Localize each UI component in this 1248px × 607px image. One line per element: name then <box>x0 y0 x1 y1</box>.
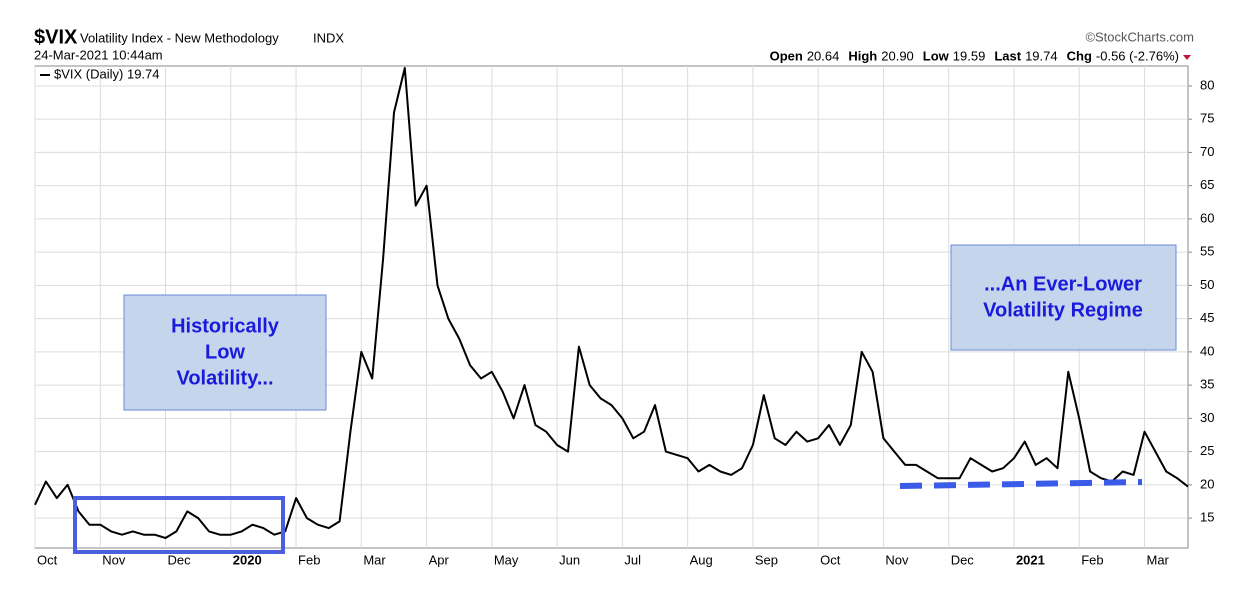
x-tick-label: Dec <box>168 552 192 567</box>
annotation-box <box>123 294 327 411</box>
x-tick-label: Jun <box>559 552 580 567</box>
x-tick-label: 2021 <box>1016 552 1045 567</box>
quote-value: 20.90 <box>881 48 914 63</box>
x-tick-label: Oct <box>37 552 58 567</box>
annotation-text: Volatility... <box>176 367 273 389</box>
y-tick-label: 30 <box>1200 410 1214 425</box>
x-tick-label: Nov <box>885 552 909 567</box>
x-tick-label: Mar <box>1146 552 1169 567</box>
x-tick-label: Mar <box>363 552 386 567</box>
timestamp: 24-Mar-2021 10:44am <box>34 47 163 62</box>
source: ©StockCharts.com <box>1085 29 1194 44</box>
symbol: $VIX <box>34 26 78 48</box>
y-tick-label: 70 <box>1200 144 1214 159</box>
annotation-text: ...An Ever-Lower <box>984 273 1142 295</box>
y-tick-label: 15 <box>1200 510 1214 525</box>
quote-label: High <box>848 48 877 63</box>
quote-label: Low <box>923 48 950 63</box>
highlight-box <box>73 496 285 554</box>
annotation-text: Volatility Regime <box>983 299 1143 321</box>
annotations: Historically Low Volatility... ...An Ever-L… <box>171 273 1143 389</box>
annotation-box <box>950 244 1177 351</box>
quote-value: -0.56 (-2.76%) <box>1096 48 1179 63</box>
quote-value: 20.64 <box>807 48 840 63</box>
y-tick-label: 75 <box>1200 111 1214 126</box>
y-tick-label: 80 <box>1200 77 1214 92</box>
price-line <box>34 67 1189 539</box>
y-tick-label: 35 <box>1200 377 1214 392</box>
x-tick-label: Oct <box>820 552 841 567</box>
x-tick-label: Jul <box>624 552 641 567</box>
support-line <box>899 479 1143 489</box>
quote-label: Chg <box>1067 48 1092 63</box>
y-tick-label: 50 <box>1200 277 1214 292</box>
x-tick-label: May <box>494 552 519 567</box>
quote-label: Last <box>994 48 1021 63</box>
x-tick-label: Dec <box>951 552 975 567</box>
x-tick-label: Apr <box>429 552 450 567</box>
y-tick-label: 20 <box>1200 476 1214 491</box>
x-tick-label: Feb <box>1081 552 1103 567</box>
y-tick-label: 45 <box>1200 310 1214 325</box>
annotation-text: Low <box>205 341 245 363</box>
y-tick-label: 55 <box>1200 244 1214 259</box>
y-tick-label: 65 <box>1200 177 1214 192</box>
x-tick-label: Sep <box>755 552 778 567</box>
y-tick-label: 25 <box>1200 443 1214 458</box>
down-arrow <box>1183 55 1191 60</box>
x-tick-label: Feb <box>298 552 320 567</box>
quote-value: 19.74 <box>1025 48 1058 63</box>
y-tick-label: 40 <box>1200 343 1214 358</box>
x-tick-label: 2020 <box>233 552 262 567</box>
x-tick-label: Nov <box>102 552 126 567</box>
quote-value: 19.59 <box>953 48 986 63</box>
annotation-text: Historically <box>171 315 280 337</box>
x-tick-label: Aug <box>690 552 713 567</box>
y-tick-label: 60 <box>1200 210 1214 225</box>
quote-label: Open <box>770 48 803 63</box>
legend-label: $VIX (Daily) 19.74 <box>54 66 160 81</box>
series <box>34 67 1189 539</box>
chart-title: Volatility Index - New Methodology <box>80 30 279 45</box>
exchange: INDX <box>313 30 344 45</box>
